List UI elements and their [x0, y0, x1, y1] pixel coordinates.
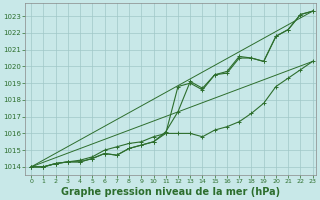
X-axis label: Graphe pression niveau de la mer (hPa): Graphe pression niveau de la mer (hPa): [61, 187, 280, 197]
